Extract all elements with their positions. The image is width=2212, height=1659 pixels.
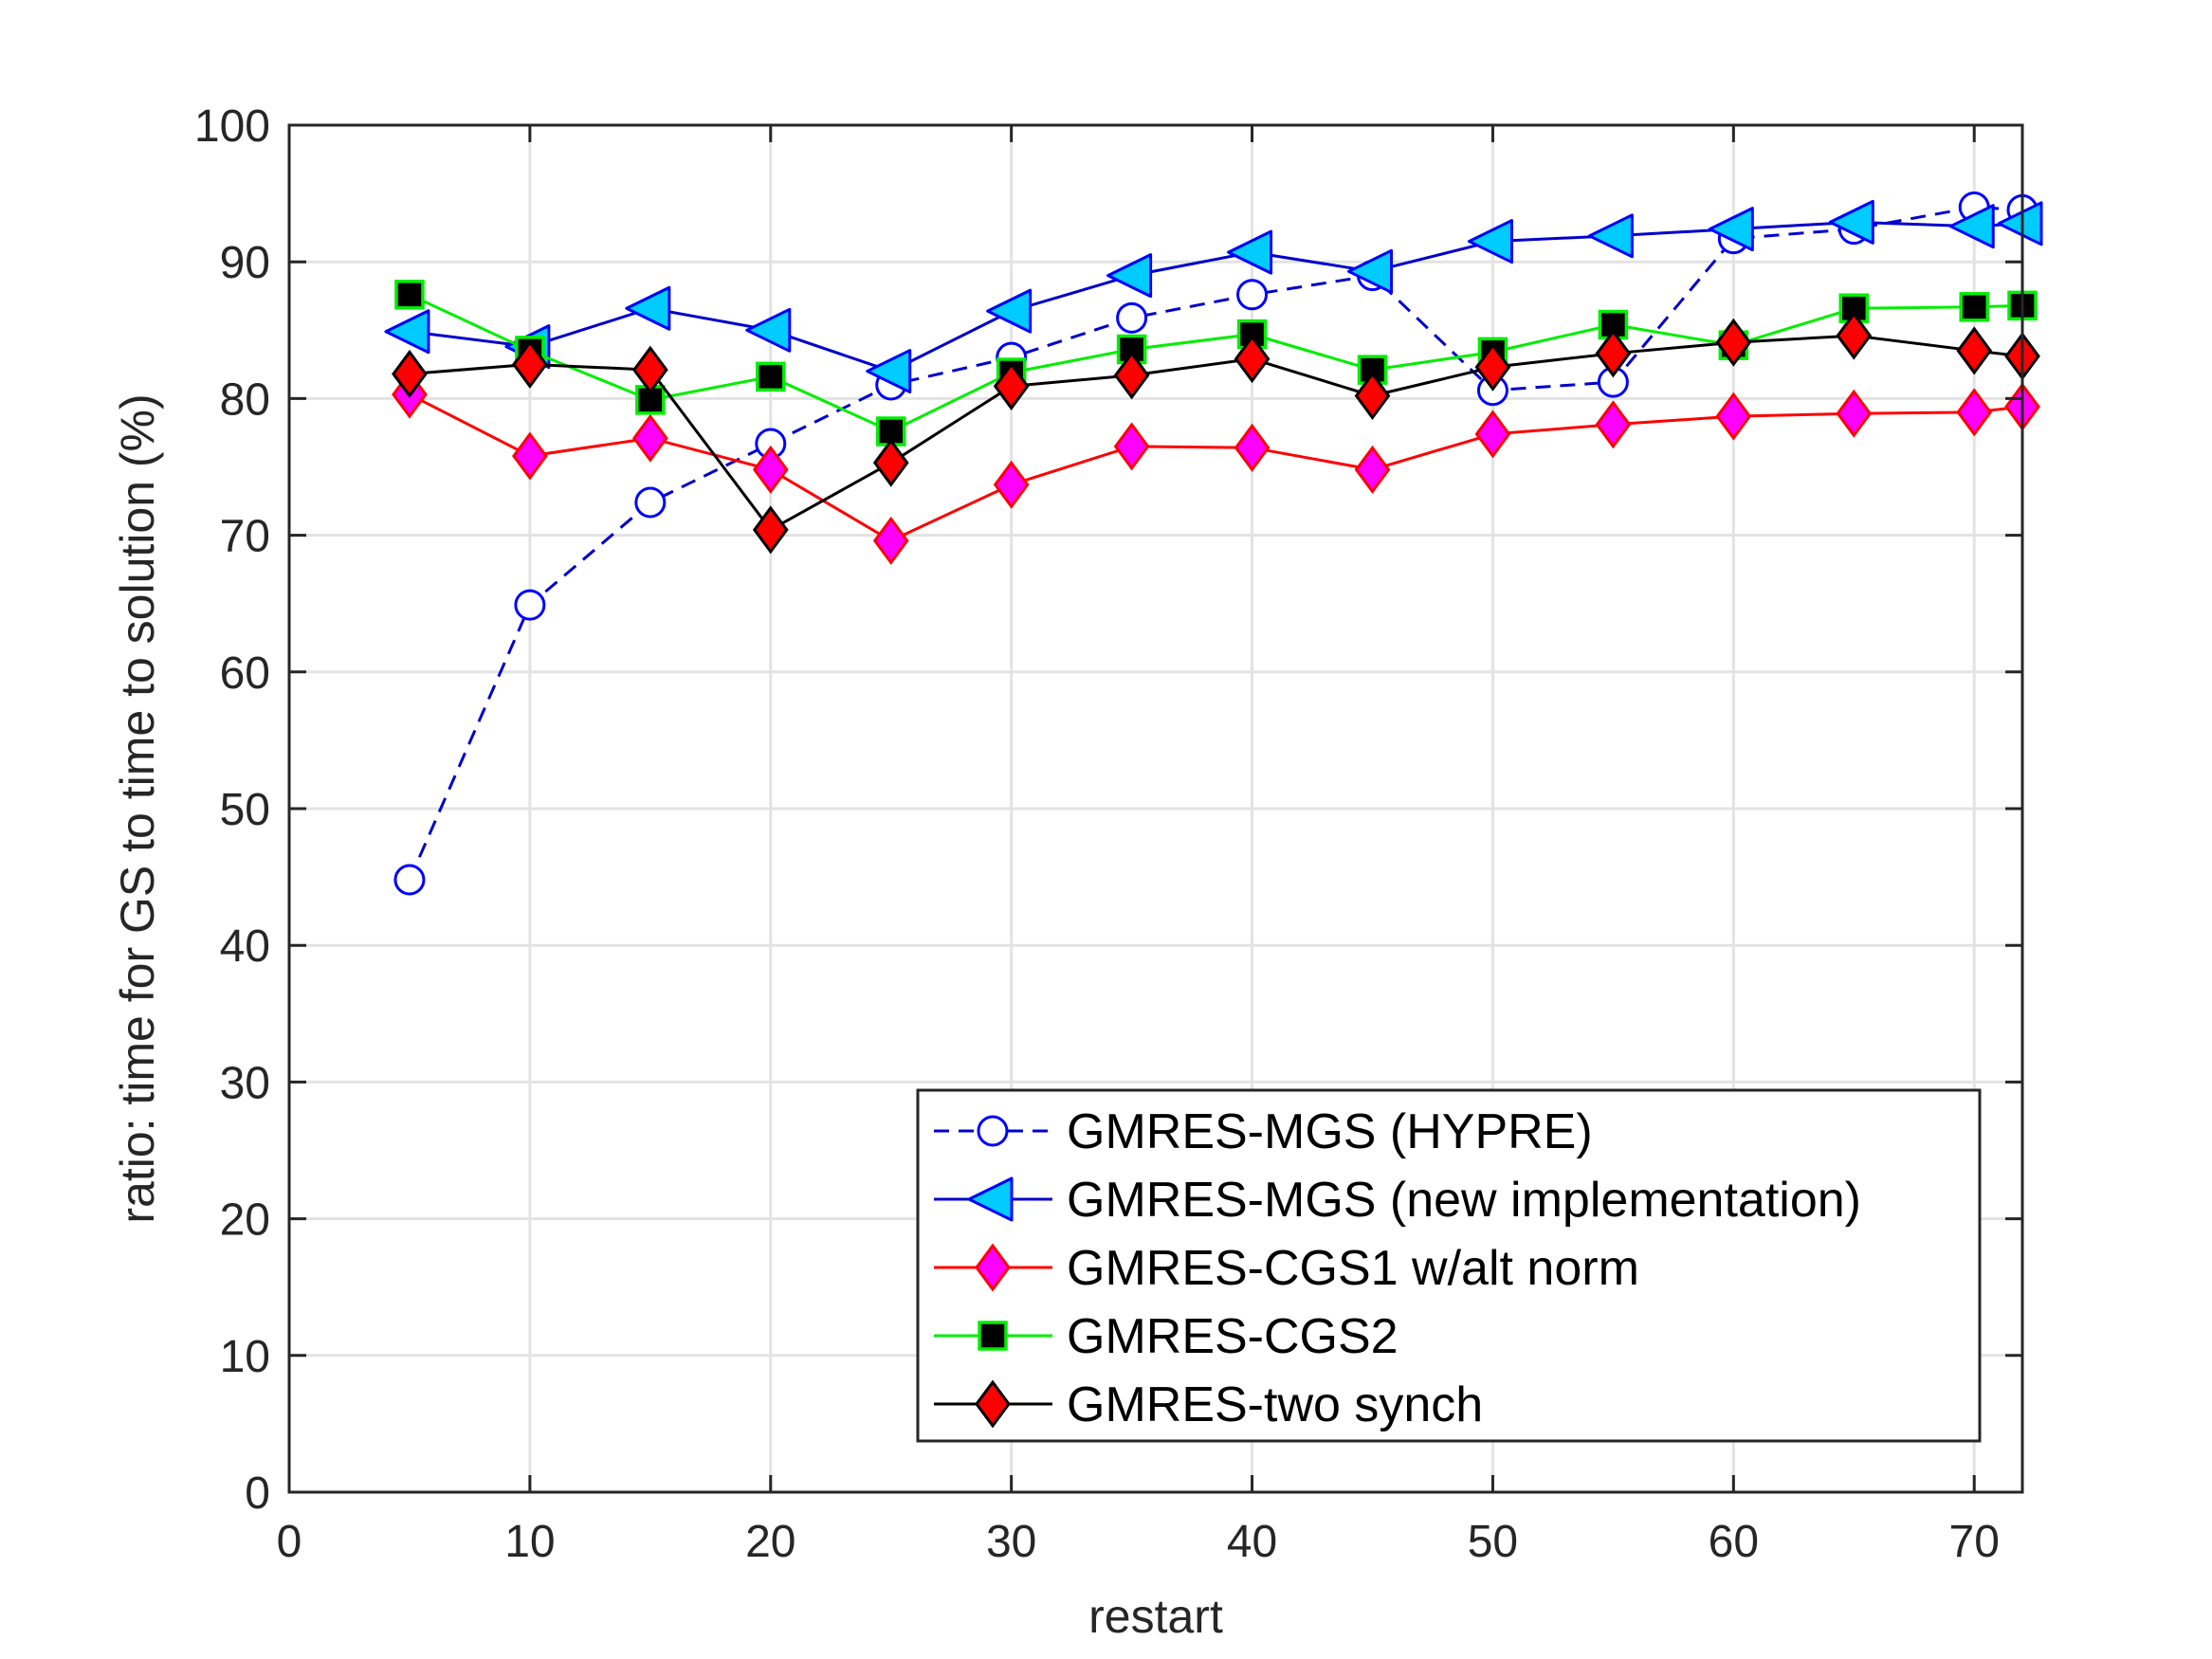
legend-marker xyxy=(978,1321,1008,1351)
series-0 xyxy=(393,191,2038,896)
legend-entry: GMRES-MGS (HYPRE) xyxy=(934,1104,1593,1159)
data-point xyxy=(1474,342,1511,392)
data-point xyxy=(993,361,1030,410)
series-layer xyxy=(384,191,2043,896)
data-point xyxy=(1997,201,2043,246)
data-point xyxy=(756,361,786,392)
data-point xyxy=(1474,410,1511,459)
data-point xyxy=(752,445,789,494)
y-axis-label: ratio: time for GS to time to solution (… xyxy=(111,393,164,1223)
data-point xyxy=(1113,351,1150,400)
data-point xyxy=(1595,329,1632,378)
data-point xyxy=(1467,219,1513,264)
data-point xyxy=(1116,301,1148,334)
legend-entry: GMRES-MGS (new implementation) xyxy=(934,1173,1861,1228)
data-point xyxy=(1836,311,1873,360)
y-tick-label: 40 xyxy=(220,921,270,972)
x-tick-label: 70 xyxy=(1949,1517,2000,1567)
data-point xyxy=(1828,199,1874,245)
data-point xyxy=(1836,389,1873,438)
y-tick-label: 70 xyxy=(220,512,270,562)
data-point xyxy=(986,288,1033,334)
legend-marker xyxy=(967,1176,1014,1222)
data-point xyxy=(872,438,909,487)
data-point xyxy=(1959,292,1989,322)
legend-label: GMRES-CGS2 xyxy=(1067,1309,1398,1364)
legend-label: GMRES-MGS (HYPRE) xyxy=(1067,1104,1593,1159)
data-point xyxy=(872,516,909,565)
data-point xyxy=(1715,392,1752,441)
y-tick-label: 0 xyxy=(245,1468,270,1519)
series-1 xyxy=(384,199,2043,394)
legend-label: GMRES-CGS1 w/alt norm xyxy=(1067,1241,1639,1296)
legend-entry: GMRES-CGS2 xyxy=(934,1309,1398,1364)
legend-entry: GMRES-CGS1 w/alt norm xyxy=(934,1241,1639,1296)
data-point xyxy=(393,864,426,896)
legend-box xyxy=(916,1088,1982,1443)
data-point xyxy=(634,486,667,519)
data-point xyxy=(1948,204,1995,249)
x-tick-label: 40 xyxy=(1227,1517,1277,1567)
x-tick-label: 60 xyxy=(1709,1517,1759,1567)
data-point xyxy=(512,431,548,481)
x-axis-label: restart xyxy=(1088,1590,1223,1643)
data-point xyxy=(1347,248,1393,294)
data-point xyxy=(1106,253,1153,299)
legend-label: GMRES-MGS (new implementation) xyxy=(1067,1173,1861,1228)
data-point xyxy=(392,349,428,398)
x-tick-label: 50 xyxy=(1468,1517,1518,1567)
data-point xyxy=(1234,423,1271,472)
data-point xyxy=(631,413,668,463)
data-point xyxy=(1595,400,1632,449)
x-tick-label: 20 xyxy=(745,1517,795,1567)
y-tick-label: 100 xyxy=(194,101,270,152)
y-tick-label: 20 xyxy=(220,1195,270,1246)
data-point xyxy=(1587,213,1634,259)
y-tick-label: 30 xyxy=(220,1058,270,1108)
legend-marker xyxy=(975,1379,1011,1429)
data-point xyxy=(1113,422,1150,471)
series-2 xyxy=(392,370,2040,565)
data-point xyxy=(394,280,425,310)
x-tick-label: 30 xyxy=(986,1517,1036,1567)
data-point xyxy=(1227,229,1273,275)
data-point xyxy=(631,345,668,394)
x-tick-label: 0 xyxy=(277,1517,302,1567)
y-tick-label: 80 xyxy=(220,374,270,425)
legend-label: GMRES-two synch xyxy=(1067,1377,1483,1432)
data-point xyxy=(993,460,1030,509)
legend-marker xyxy=(975,1243,1011,1292)
data-point xyxy=(512,339,548,389)
y-tick-label: 10 xyxy=(220,1332,270,1382)
data-point xyxy=(1234,335,1271,384)
data-point xyxy=(1354,371,1391,421)
data-point xyxy=(1708,207,1754,252)
legend-marker xyxy=(977,1115,1009,1147)
x-tick-label: 10 xyxy=(504,1517,555,1567)
data-point xyxy=(866,349,912,394)
legend-entry: GMRES-two synch xyxy=(934,1377,1483,1432)
y-tick-label: 50 xyxy=(220,785,270,835)
data-point xyxy=(1956,388,1993,437)
data-point xyxy=(1354,445,1391,494)
data-point xyxy=(384,309,430,355)
y-tick-label: 60 xyxy=(220,648,270,699)
legend: GMRES-MGS (HYPRE) GMRES-MGS (new implemen… xyxy=(916,1088,1982,1443)
series-4 xyxy=(392,311,2040,555)
y-tick-label: 90 xyxy=(220,238,270,288)
data-point xyxy=(514,589,546,621)
axis-ticks: 0 10 20 30 40 50 60 70 0 10 20 30 40 50 60 70 80 90 100 xyxy=(194,101,2022,1567)
data-point xyxy=(745,307,792,353)
data-point xyxy=(1956,326,1993,375)
data-point xyxy=(752,505,789,555)
data-point xyxy=(625,285,671,331)
data-point xyxy=(1715,318,1752,367)
data-point xyxy=(1236,279,1269,311)
